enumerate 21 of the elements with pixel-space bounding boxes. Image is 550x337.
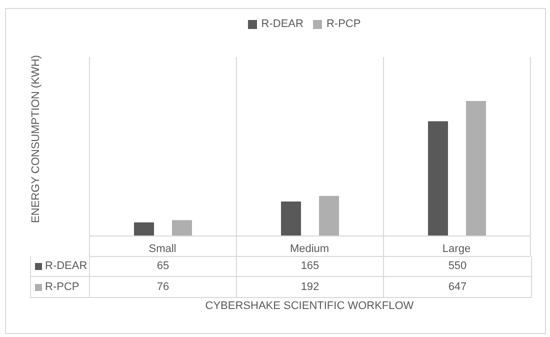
bar (319, 196, 339, 236)
x-axis-title: CYBERSHAKE SCIENTIFIC WORKFLOW (204, 300, 415, 312)
legend-label: R-PCP (326, 18, 361, 30)
legend-label: R-DEAR (45, 260, 88, 272)
x-tick-label: Large (442, 242, 471, 255)
data-label: 550 (447, 259, 468, 274)
bar (281, 202, 301, 236)
x-tick-label: Small (148, 242, 176, 255)
data-label: 192 (237, 277, 384, 297)
data-label: 76 (90, 277, 237, 297)
text: R-PCP (45, 281, 80, 293)
data-label: 647 (447, 280, 468, 295)
bar (134, 222, 154, 236)
y-axis-title: ENERGY CONSUMPTION (KWH) (30, 54, 42, 225)
data-label: 165 (237, 256, 384, 276)
data-label: 65 (90, 256, 237, 276)
bar (172, 220, 192, 236)
x-tick-label: Medium (290, 242, 330, 255)
bar (466, 100, 486, 236)
bar (428, 121, 448, 236)
text: R-DEAR (261, 18, 304, 30)
